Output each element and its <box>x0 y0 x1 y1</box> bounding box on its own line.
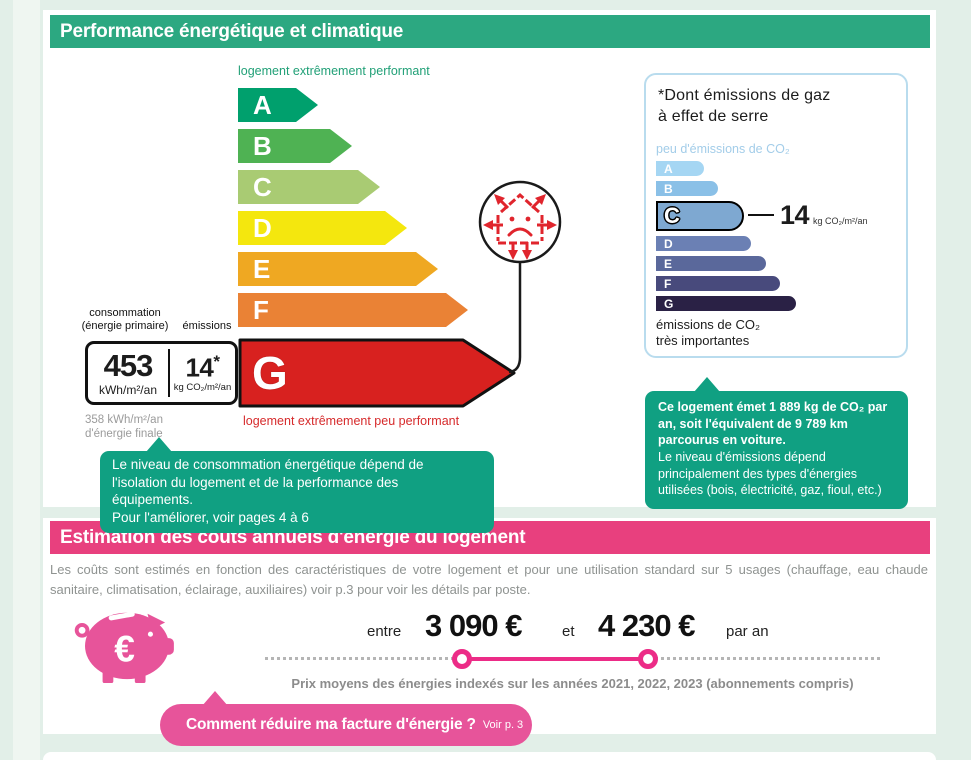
co2-top-label: peu d'émissions de CO₂ <box>656 142 790 156</box>
energy-section-title: Performance énergétique et climatique <box>60 21 404 42</box>
costs-description: Les coûts sont estimés en fonction des c… <box>50 562 928 598</box>
emissions-asterisk: * <box>213 351 220 371</box>
callout-co2: Ce logement émet 1 889 kg de CO₂ par an,… <box>645 391 908 509</box>
emissions-value: 14* <box>185 351 220 383</box>
co2-value-connector <box>748 214 774 216</box>
cost-max: 4 230 € <box>598 608 695 643</box>
piggy-bank-icon: € <box>74 611 174 684</box>
energy-class-c: C <box>238 170 380 204</box>
callout-energy-pointer <box>146 437 172 452</box>
energy-section-header: Performance énergétique et climatique <box>50 15 930 48</box>
callout-co2-pointer <box>694 377 720 392</box>
co2-class-c: C <box>656 201 744 231</box>
scale-bottom-label: logement extrêmement peu performant <box>243 414 460 428</box>
energy-class-g-shape <box>238 338 516 408</box>
energy-class-f: F <box>238 293 468 327</box>
co2-class-f: F <box>656 276 780 291</box>
energy-class-d: D <box>238 211 407 245</box>
co2-bottom-label: émissions de CO₂ très importantes <box>656 317 761 349</box>
sad-face <box>507 216 533 237</box>
per-year-label: par an <box>726 623 769 640</box>
price-note: Prix moyens des énergies indexés sur les… <box>291 676 854 691</box>
emissions-label: émissions <box>182 320 232 332</box>
consumption-value: 453 <box>103 347 154 383</box>
co2-class-g: G <box>656 296 796 311</box>
final-energy-note: 358 kWh/m²/an d'énergie finale <box>85 414 163 441</box>
heat-loss-arrows <box>483 194 557 260</box>
consumption-value-cell: 453 kWh/m²/an <box>88 344 168 402</box>
co2-value: 14 kg CO₂/m²/an <box>780 200 868 230</box>
svg-text:€: € <box>114 628 135 670</box>
sad-house-icon <box>478 180 562 374</box>
cost-range-max-marker <box>638 649 658 669</box>
cost-range-segment <box>461 657 649 661</box>
cta-page-ref: Voir p. 3 <box>482 719 524 731</box>
cta-label: Comment réduire ma facture d'énergie ? <box>186 716 476 733</box>
next-section-panel-edge <box>43 752 936 760</box>
energy-current-class-letter: G <box>252 347 288 399</box>
energy-class-g-arrow <box>238 338 516 408</box>
scale-top-label: logement extrêmement performant <box>238 64 430 78</box>
cta-pointer <box>202 691 228 706</box>
energy-class-e: E <box>238 252 438 286</box>
co2-class-b: B <box>656 181 718 196</box>
connector-line <box>508 262 522 374</box>
callout-energy: Le niveau de consommation énergétique dé… <box>100 451 494 534</box>
page-margin-strip <box>13 0 40 760</box>
and-label: et <box>562 623 575 640</box>
co2-panel-title: *Dont émissions de gaz à effet de serre <box>658 87 831 125</box>
energy-class-b: B <box>238 129 352 163</box>
consumption-unit: kWh/m²/an <box>98 382 157 397</box>
emissions-value-cell: 14* kg CO₂/m²/an <box>170 344 235 402</box>
emissions-unit: kg CO₂/m²/an <box>173 382 232 394</box>
co2-class-e: E <box>656 256 766 271</box>
value-box-divider <box>168 349 170 397</box>
consumption-label: consommation (énergie primaire) <box>81 307 169 333</box>
co2-class-a: A <box>656 161 704 176</box>
between-label: entre <box>367 623 402 640</box>
co2-class-d: D <box>656 236 751 251</box>
energy-value-box: 453 kWh/m²/an 14* kg CO₂/m²/an <box>85 341 238 405</box>
cta-reduce-bill: Comment réduire ma facture d'énergie ? V… <box>160 704 532 746</box>
cost-min: 3 090 € <box>425 608 522 643</box>
cost-range-min-marker <box>452 649 472 669</box>
house-outline <box>496 192 544 245</box>
costs-section-panel <box>43 518 936 734</box>
